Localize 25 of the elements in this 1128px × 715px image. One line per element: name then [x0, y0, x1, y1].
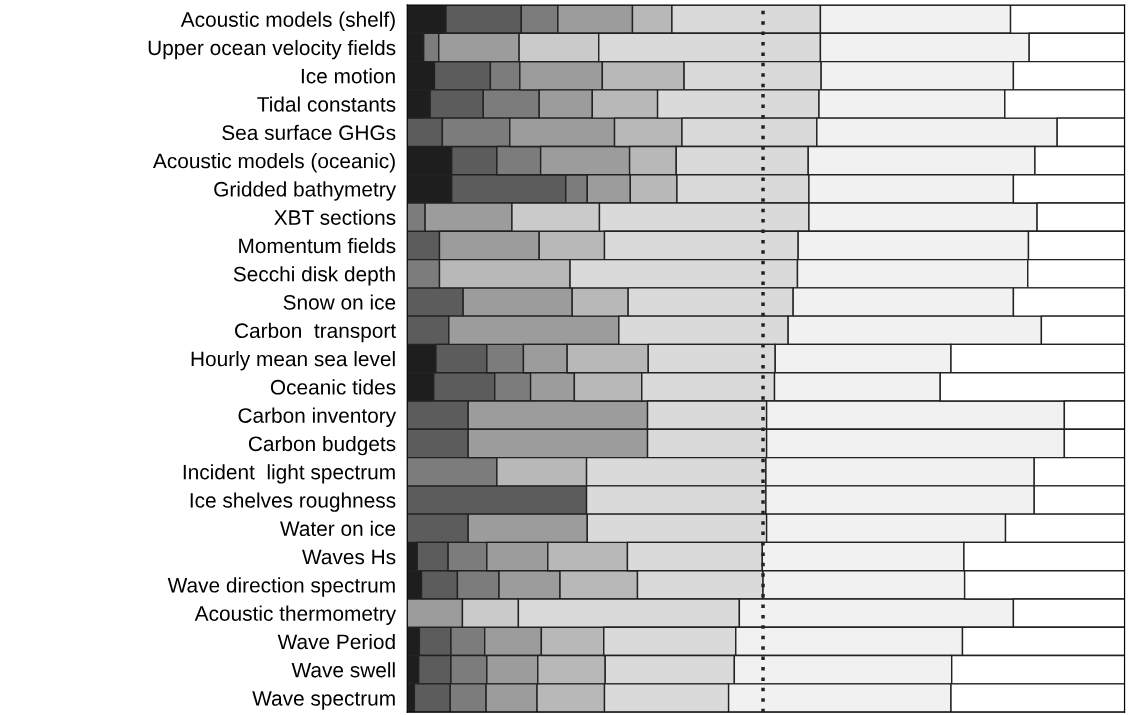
y-tick-label: Secchi disk depth	[233, 266, 395, 286]
y-tick-label: Momentum fields	[239, 237, 396, 254]
y-tick-label: Incident light spectrum	[183, 464, 395, 484]
y-tick-label: Sea surface GHGs	[222, 124, 396, 141]
y-tick-label: Snow on ice	[283, 294, 396, 310]
y-tick-label: Acoustic thermometry	[194, 605, 397, 626]
y-tick-label: Ice motion	[301, 68, 395, 84]
y-tick-label: Ice shelves roughness	[190, 492, 396, 512]
y-tick-label: Wave swell	[291, 662, 395, 678]
y-tick-label: Carbon transport	[235, 322, 396, 343]
y-tick-label: Carbon inventory	[238, 407, 397, 428]
y-tick-label: Acoustic models (shelf)	[180, 11, 395, 32]
y-tick-label: Upper ocean velocity fields	[148, 39, 396, 60]
y-tick-label: XBT sections	[274, 209, 396, 225]
y-tick-label: Waves Hs	[302, 549, 396, 565]
y-tick-label: Wave direction spectrum	[167, 577, 395, 597]
y-tick-label: Hourly mean sea level	[191, 351, 395, 371]
y-tick-label: Carbon budgets	[248, 435, 396, 456]
y-tick-label: Gridded bathymetry	[214, 181, 397, 201]
y-tick-label: Acoustic models (oceanic)	[153, 153, 395, 173]
y-tick-label: Water on ice	[280, 520, 396, 537]
y-tick-label: Wave Period	[277, 633, 395, 650]
y-tick-label: Wave spectrum	[252, 691, 395, 710]
y-tick-label: Oceanic tides	[270, 379, 396, 395]
y-tick-label: Tidal constants	[257, 96, 396, 112]
